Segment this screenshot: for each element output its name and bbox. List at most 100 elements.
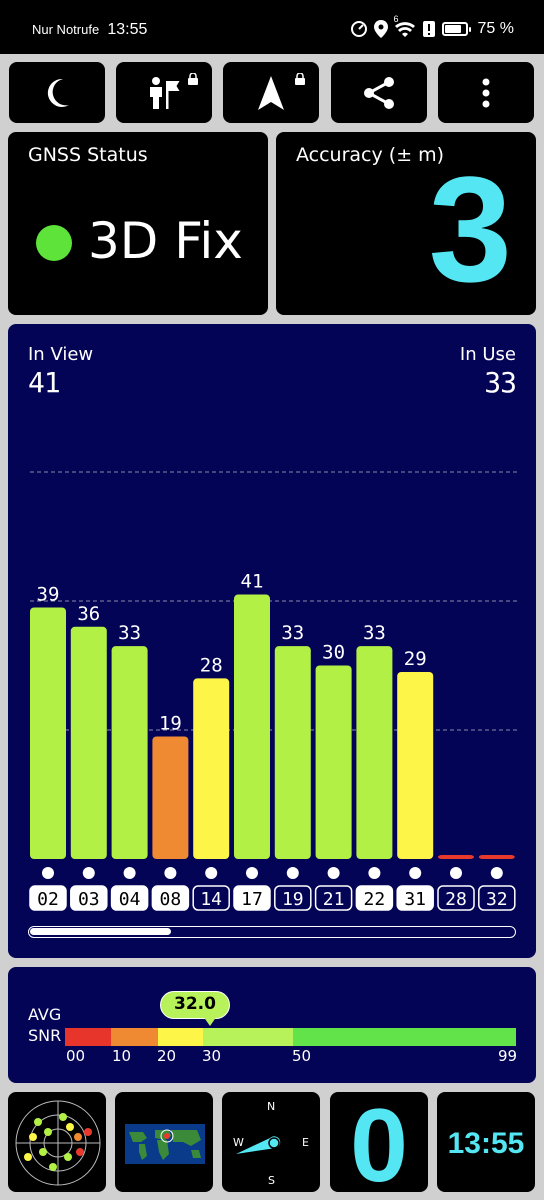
share-icon [364,76,394,109]
satellite-id-box[interactable] [110,885,149,911]
in-use-count: 33 [484,366,517,399]
satellite-id-label: 03 [78,889,100,910]
world-map-button[interactable] [114,1091,214,1193]
compass-east: E [302,1136,309,1149]
snr-scale-tick: 99 [498,1047,518,1065]
satellite-id-box[interactable] [192,885,230,911]
snr-scale-tick: 50 [292,1047,312,1065]
satellite-id-box[interactable] [396,885,434,911]
chart-scrollbar-thumb[interactable] [30,928,171,935]
snr-scale-tick: 00 [66,1047,86,1065]
fix-status-dot [36,225,72,261]
satellite-id-label: 32 [486,889,508,910]
snr-scale-segment [111,1028,158,1046]
snr-bar-14 [193,678,230,859]
satellite-constellation-dot [409,867,422,879]
night-mode-button[interactable] [8,61,106,124]
snr-scale-tick: 20 [157,1047,177,1065]
satellite-id-label: 14 [200,889,222,910]
snr-label-snr: SNR [28,1026,62,1045]
snr-bar-32 [478,855,515,859]
more-menu-button[interactable] [437,61,535,124]
battery-icon [441,22,471,36]
satellite-id-box[interactable] [437,885,475,911]
compass-button[interactable]: N E S W [221,1091,321,1193]
snr-bar-label: 33 [281,622,304,644]
accuracy-value: 3 [428,145,512,313]
location-pin-icon [373,20,388,38]
speed-value: 0 [350,1091,408,1193]
survey-button[interactable] [115,61,213,124]
satellite-constellation-dot [286,867,299,879]
satellite-snr-bar-chart: 39 02 36 03 33 04 19 08 28 14 41 17 33 19 30 21 33 22 29 31… [29,471,518,911]
satellite-id-box[interactable] [70,885,108,911]
satellite-id-box[interactable] [478,885,516,911]
satellite-constellation-dot [246,867,258,879]
satellite-constellation-dot [205,867,218,879]
lock-icon [295,73,305,85]
snr-bar-label: 30 [322,642,345,664]
skyplot-radar-icon [15,1100,101,1186]
battery-percent: 75 % [477,20,514,37]
snr-bar-label: 39 [37,583,60,605]
navigation-button[interactable] [222,61,320,124]
snr-bar-19 [274,646,311,859]
snr-scale-segment [203,1028,293,1046]
compass-west: W [233,1136,244,1149]
satellite-id-label: 04 [119,889,141,910]
moon-icon [47,78,69,107]
satellite-id-box[interactable] [233,885,271,911]
snr-bar-label: 33 [363,622,386,644]
satellite-constellation-dot [42,867,54,879]
snr-bar-03 [70,626,107,859]
snr-scale-tick: 30 [202,1047,222,1065]
satellite-constellation-dot [450,867,462,879]
satellite-id-label: 28 [445,889,467,910]
snr-bar-04 [111,646,148,859]
snr-bar-21 [315,665,352,859]
satellite-constellation-dot [164,867,177,879]
wifi-indicator: 6 [394,14,416,38]
satellite-id-box[interactable] [355,885,394,911]
status-left: Nur Notrufe 13:55 [32,21,147,39]
person-flag-icon [150,76,180,109]
compass-south: S [268,1174,275,1187]
in-view-count: 41 [28,366,61,399]
share-button[interactable] [330,61,428,124]
speed-button[interactable]: 0 [329,1091,429,1193]
satellite-id-label: 22 [364,889,386,910]
gnss-status-title: GNSS Status [28,144,148,166]
snr-label-avg: AVG [28,1005,62,1024]
chart-scrollbar[interactable] [28,926,516,938]
satellite-chart-card[interactable]: In View 41 In Use 33 39 02 36 03 33 04 19 08 28 1… [7,323,537,959]
satellite-id-box[interactable] [151,885,190,911]
satellite-id-box[interactable] [314,885,353,911]
satellite-constellation-dot [82,867,95,879]
accuracy-card[interactable]: Accuracy (± m) 3 [275,131,537,316]
snr-bar-02 [30,607,66,859]
carrier-name: Nur Notrufe [32,22,100,37]
snr-scale-segment [293,1028,516,1046]
snr-bar-label: 33 [118,622,141,644]
in-view-label: In View [28,344,94,365]
skyplot-button[interactable] [7,1091,107,1193]
snr-bar-label: 36 [77,603,100,625]
satellite-id-label: 02 [37,889,59,910]
gnss-status-card[interactable]: GNSS Status 3D Fix [7,131,269,316]
satellite-id-label: 17 [241,889,263,910]
status-time: 13:55 [107,21,148,38]
fix-status-text: 3D Fix [88,212,243,270]
satellite-id-label: 19 [282,889,304,910]
speed-meter-icon [350,21,367,37]
satellite-id-box[interactable] [29,885,67,911]
lock-icon [188,73,198,85]
compass-north: N [267,1100,276,1113]
snr-bar-17 [234,594,270,859]
snr-bar-label: 19 [159,712,182,734]
snr-bar-28 [438,855,474,859]
satellite-id-box[interactable] [274,885,312,911]
clock-button[interactable]: 13:55 [436,1091,536,1193]
status-right: 6 75 % [350,14,514,38]
satellite-constellation-dot [327,867,340,879]
wifi-superscript: 6 [393,14,399,24]
